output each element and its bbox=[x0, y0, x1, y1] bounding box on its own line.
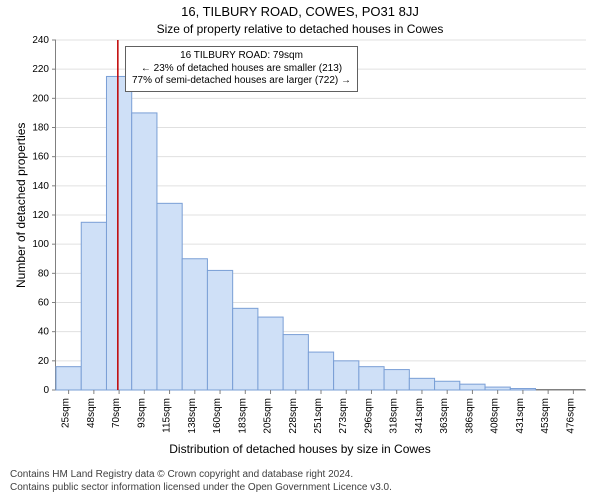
x-tick-label: 251sqm bbox=[313, 398, 324, 434]
annotation-line-2: ← 23% of detached houses are smaller (21… bbox=[132, 63, 351, 76]
histogram-bar bbox=[207, 270, 232, 390]
histogram-bar bbox=[283, 335, 308, 390]
x-tick-label: 386sqm bbox=[464, 398, 475, 434]
y-tick-label: 40 bbox=[38, 327, 50, 338]
histogram-bar bbox=[132, 113, 157, 390]
x-tick-label: 205sqm bbox=[263, 398, 274, 434]
histogram-bar bbox=[106, 76, 131, 390]
x-tick-label: 318sqm bbox=[389, 398, 400, 434]
x-tick-label: 160sqm bbox=[212, 398, 223, 434]
histogram-bar bbox=[56, 367, 81, 390]
histogram-bar bbox=[258, 317, 283, 390]
x-tick-label: 70sqm bbox=[111, 398, 122, 428]
x-tick-label: 93sqm bbox=[136, 398, 147, 428]
x-tick-label: 228sqm bbox=[288, 398, 299, 434]
annotation-line-3: 77% of semi-detached houses are larger (… bbox=[132, 75, 351, 88]
y-tick-label: 200 bbox=[32, 93, 49, 104]
chart-plot-area: 02040608010012014016018020022024025sqm48… bbox=[55, 40, 585, 390]
y-tick-label: 120 bbox=[32, 210, 49, 221]
footer-line-1: Contains HM Land Registry data © Crown c… bbox=[10, 469, 590, 482]
annotation-box: 16 TILBURY ROAD: 79sqm ← 23% of detached… bbox=[125, 46, 358, 92]
y-tick-label: 60 bbox=[38, 298, 50, 309]
footer-attribution: Contains HM Land Registry data © Crown c… bbox=[10, 469, 590, 494]
y-tick-label: 0 bbox=[43, 385, 49, 396]
histogram-bar bbox=[182, 259, 207, 390]
x-tick-label: 296sqm bbox=[363, 398, 374, 434]
x-tick-label: 183sqm bbox=[237, 398, 248, 434]
histogram-bar bbox=[157, 203, 182, 390]
histogram-bar bbox=[460, 384, 485, 390]
histogram-bar bbox=[334, 361, 359, 390]
x-axis-label: Distribution of detached houses by size … bbox=[0, 442, 600, 456]
histogram-bar bbox=[359, 367, 384, 390]
footer-line-2: Contains public sector information licen… bbox=[10, 482, 590, 495]
x-tick-label: 138sqm bbox=[187, 398, 198, 434]
x-tick-label: 408sqm bbox=[490, 398, 501, 434]
y-tick-label: 160 bbox=[32, 152, 49, 163]
y-tick-label: 220 bbox=[32, 64, 49, 75]
x-tick-label: 341sqm bbox=[414, 398, 425, 434]
chart-title: 16, TILBURY ROAD, COWES, PO31 8JJ bbox=[0, 4, 600, 19]
x-tick-label: 115sqm bbox=[162, 398, 173, 433]
histogram-bar bbox=[384, 370, 409, 390]
chart-subtitle: Size of property relative to detached ho… bbox=[0, 22, 600, 36]
histogram-bar bbox=[308, 352, 333, 390]
histogram-bar bbox=[81, 222, 106, 390]
y-tick-label: 140 bbox=[32, 181, 49, 192]
y-tick-label: 20 bbox=[38, 356, 50, 367]
y-tick-label: 100 bbox=[32, 239, 49, 250]
x-tick-label: 273sqm bbox=[338, 398, 349, 434]
x-tick-label: 476sqm bbox=[565, 398, 576, 434]
histogram-bar bbox=[409, 378, 434, 390]
page-root: 16, TILBURY ROAD, COWES, PO31 8JJ Size o… bbox=[0, 0, 600, 500]
y-tick-label: 180 bbox=[32, 123, 49, 134]
histogram-bar bbox=[233, 308, 258, 390]
x-tick-label: 363sqm bbox=[439, 398, 450, 434]
annotation-line-1: 16 TILBURY ROAD: 79sqm bbox=[132, 50, 351, 63]
x-tick-label: 48sqm bbox=[86, 398, 97, 428]
x-tick-label: 453sqm bbox=[540, 398, 551, 434]
x-tick-label: 25sqm bbox=[61, 398, 72, 428]
y-axis-label: Number of detached properties bbox=[14, 123, 28, 288]
x-tick-label: 431sqm bbox=[515, 398, 526, 434]
histogram-bar bbox=[510, 389, 535, 390]
chart-svg: 02040608010012014016018020022024025sqm48… bbox=[56, 40, 586, 390]
histogram-bar bbox=[485, 387, 510, 390]
y-tick-label: 240 bbox=[32, 35, 49, 46]
histogram-bar bbox=[435, 381, 460, 390]
y-tick-label: 80 bbox=[38, 268, 50, 279]
